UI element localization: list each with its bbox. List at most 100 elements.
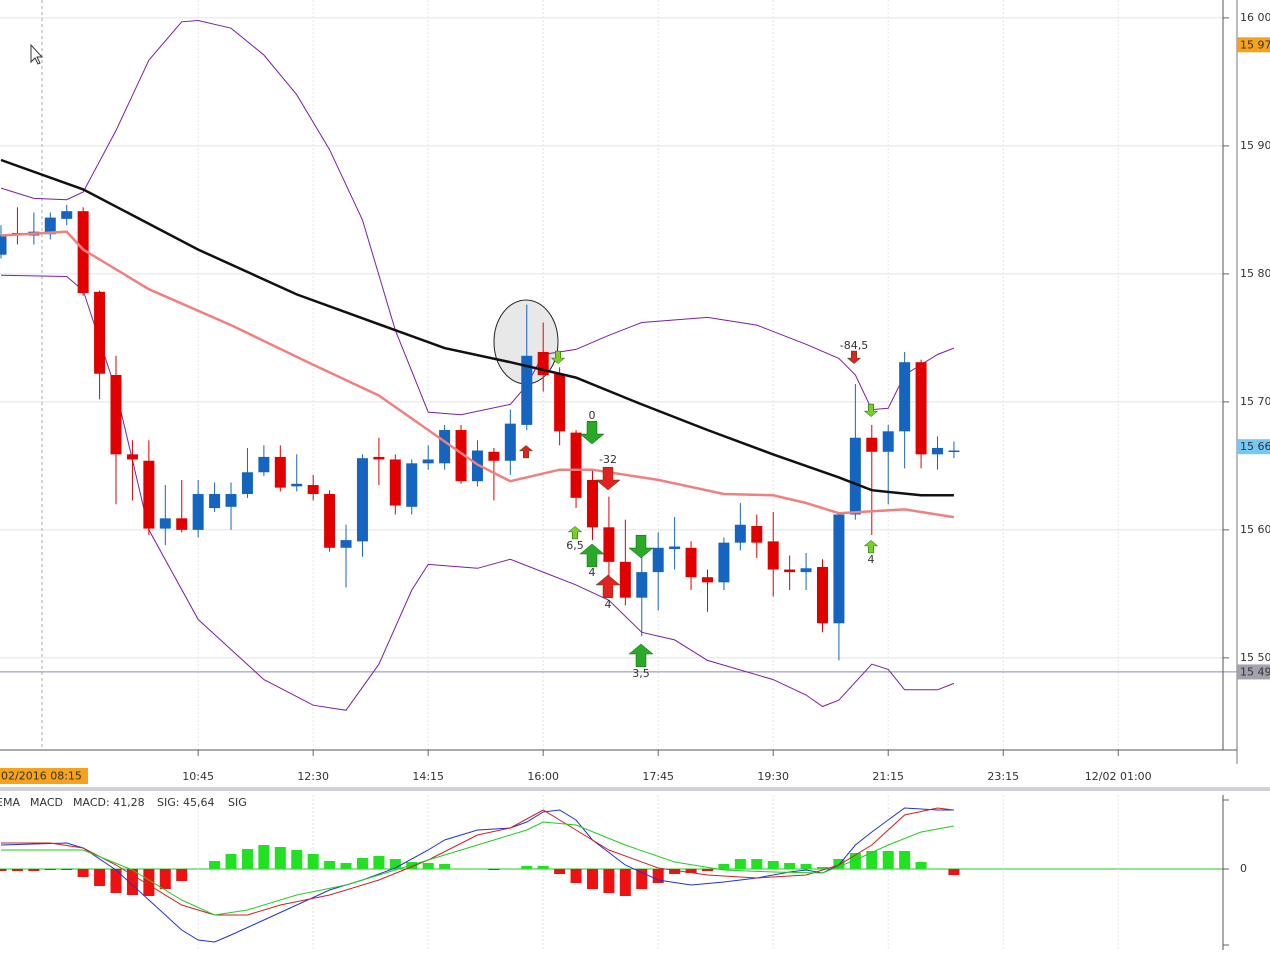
legend-entry: MACD bbox=[30, 796, 63, 809]
candle-body bbox=[389, 459, 401, 506]
candle-body bbox=[767, 541, 779, 570]
histogram-bar bbox=[849, 853, 861, 869]
candle-body bbox=[833, 514, 845, 624]
histogram-bar bbox=[619, 869, 631, 896]
candle-body bbox=[899, 362, 911, 432]
candle-body bbox=[537, 351, 549, 375]
candle-body bbox=[570, 432, 582, 498]
signal-arrow bbox=[579, 543, 605, 568]
indicator-line bbox=[0, 274, 955, 711]
histogram-bar bbox=[274, 847, 286, 869]
candle-body bbox=[439, 430, 451, 464]
candle-body bbox=[603, 527, 615, 562]
histogram-bar bbox=[652, 869, 664, 883]
x-tick-label: 21:15 bbox=[872, 770, 904, 783]
histogram-bar bbox=[94, 869, 106, 886]
histogram-bar bbox=[767, 861, 779, 869]
histogram-bar bbox=[882, 851, 894, 869]
histogram-bar bbox=[0, 869, 7, 871]
candle-body bbox=[225, 494, 237, 507]
histogram-bar bbox=[718, 864, 730, 869]
candle-body bbox=[192, 494, 204, 530]
histogram-bar bbox=[241, 849, 253, 869]
signal-arrow bbox=[595, 574, 621, 599]
y-tick-label: 15 90 bbox=[1240, 139, 1270, 152]
candle-body bbox=[406, 463, 418, 507]
histogram-bar bbox=[685, 869, 697, 873]
candle-body bbox=[209, 494, 221, 509]
histogram-bar bbox=[586, 869, 598, 889]
histogram-bar bbox=[636, 869, 648, 889]
x-tick-label: 17:45 bbox=[642, 770, 674, 783]
separator bbox=[0, 787, 1270, 791]
signal-arrow bbox=[550, 350, 566, 364]
y-tick-label: 15 70 bbox=[1240, 395, 1270, 408]
indicator-line bbox=[1, 821, 954, 916]
x-tick-label: 14:15 bbox=[412, 770, 444, 783]
candle-body bbox=[126, 454, 138, 460]
legend-entry: EMA bbox=[0, 796, 20, 809]
candle-body bbox=[521, 355, 533, 425]
candle-body bbox=[241, 472, 253, 495]
annotation: 3,5 bbox=[632, 667, 650, 680]
indicator-line bbox=[0, 230, 955, 519]
histogram-bar bbox=[61, 869, 73, 870]
annotation: 4 bbox=[589, 566, 596, 579]
price-badge-label: 15 49 bbox=[1240, 665, 1270, 678]
histogram-bar bbox=[948, 869, 960, 875]
histogram-bar bbox=[389, 859, 401, 869]
candle-body bbox=[685, 547, 697, 578]
histogram-bar bbox=[307, 854, 319, 869]
histogram-bar bbox=[899, 851, 911, 869]
candle-body bbox=[176, 518, 188, 530]
annotation: 6,5 bbox=[566, 539, 584, 552]
legend-entry: SIG bbox=[228, 796, 247, 809]
candle-body bbox=[61, 211, 73, 219]
candle-body bbox=[307, 485, 319, 495]
annotation: 0 bbox=[589, 409, 596, 422]
candle-body bbox=[356, 458, 368, 542]
histogram-bar bbox=[258, 845, 270, 869]
signal-arrow bbox=[846, 350, 862, 364]
histogram-bar bbox=[488, 869, 500, 870]
candle-body bbox=[422, 459, 434, 464]
histogram-bar bbox=[110, 869, 122, 893]
legend-entry: SIG: 45,64 bbox=[157, 796, 214, 809]
candle-body bbox=[849, 437, 861, 515]
candle-body bbox=[948, 450, 960, 453]
candle-body bbox=[636, 572, 648, 598]
cursor-label: 02/2016 08:15 bbox=[1, 770, 82, 783]
candle-body bbox=[0, 235, 7, 255]
histogram-bar bbox=[554, 869, 566, 874]
cursor-label-box bbox=[0, 768, 88, 784]
candle-body bbox=[159, 518, 171, 529]
price-badge bbox=[1237, 37, 1270, 53]
price-badge bbox=[1237, 439, 1270, 455]
signal-arrow bbox=[567, 526, 583, 540]
price-badge-label: 15 97 bbox=[1240, 38, 1270, 51]
candle-body bbox=[701, 577, 713, 583]
candle-body bbox=[291, 483, 303, 487]
histogram-bar bbox=[751, 859, 763, 869]
indicator-line bbox=[0, 19, 955, 416]
histogram-bar bbox=[11, 869, 23, 871]
x-tick-label: 12:30 bbox=[297, 770, 329, 783]
signal-arrow bbox=[628, 534, 654, 559]
histogram-bar bbox=[570, 869, 582, 883]
histogram-bar bbox=[915, 862, 927, 869]
candle-body bbox=[340, 540, 352, 548]
candle-body bbox=[817, 566, 828, 624]
histogram-bar bbox=[291, 850, 303, 869]
histogram-bar bbox=[734, 859, 746, 869]
y-tick-label: 15 50 bbox=[1240, 651, 1270, 664]
candle-body bbox=[586, 479, 598, 528]
annotation: 4 bbox=[868, 553, 875, 566]
candle-body bbox=[77, 211, 89, 294]
histogram-bar bbox=[143, 869, 155, 896]
mouse-cursor bbox=[30, 43, 44, 65]
signal-arrow bbox=[579, 420, 605, 445]
annotation: -32 bbox=[599, 453, 617, 466]
price-badge bbox=[1237, 664, 1270, 680]
histogram-bar bbox=[176, 869, 188, 881]
